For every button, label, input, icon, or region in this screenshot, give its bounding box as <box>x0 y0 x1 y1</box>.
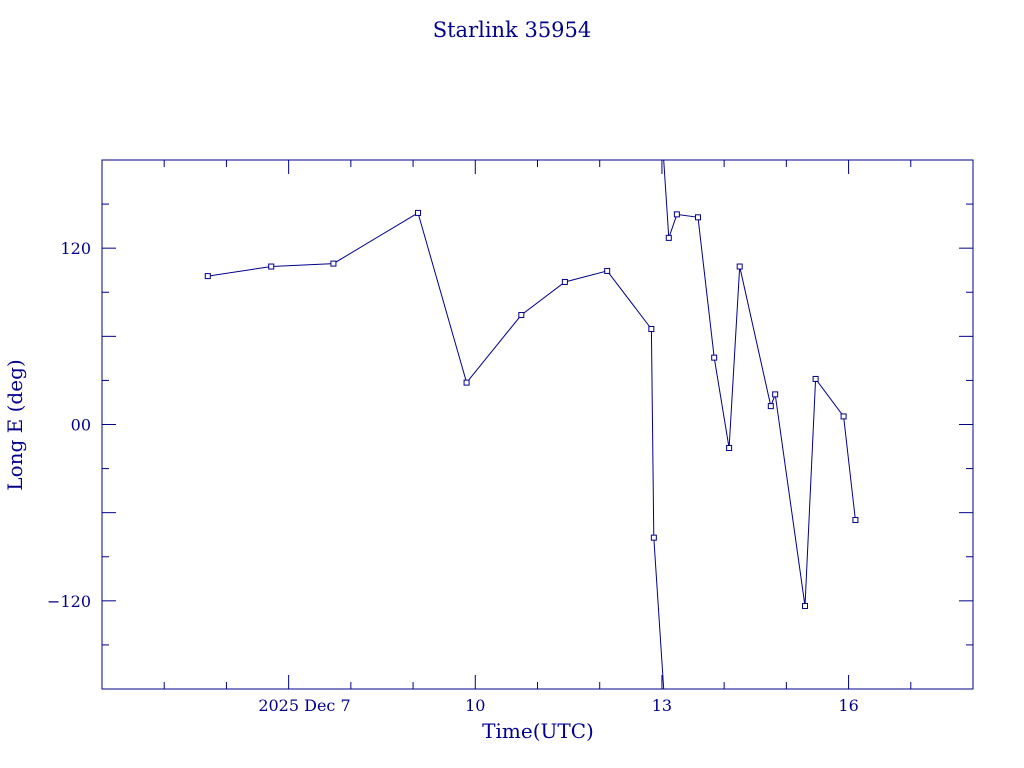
data-point <box>648 325 655 332</box>
data-point <box>268 263 275 270</box>
data-point <box>518 312 525 319</box>
x-tick-label: 13 <box>652 696 672 715</box>
data-point <box>415 209 422 216</box>
tick-labels: 120 00 −120 2025 Dec 7 10 13 16 <box>47 239 859 715</box>
data-point <box>463 379 470 386</box>
series-line <box>207 212 665 690</box>
x-tick-label: 10 <box>465 696 485 715</box>
series-group <box>204 159 859 690</box>
data-point <box>650 534 657 541</box>
data-point <box>711 354 718 361</box>
x-tick-label: 16 <box>838 696 858 715</box>
data-point <box>767 403 774 410</box>
y-tick-label: 00 <box>71 416 91 435</box>
data-point <box>665 234 672 241</box>
series-line <box>663 159 856 607</box>
y-tick-label: 120 <box>60 239 91 258</box>
data-point <box>604 267 611 274</box>
y-axis-label: Long E (deg) <box>3 359 27 490</box>
axis-ticks <box>102 160 973 689</box>
data-point <box>852 517 859 524</box>
data-point <box>772 391 779 398</box>
chart-title: Starlink 35954 <box>433 18 592 42</box>
data-point <box>330 260 337 267</box>
plot-frame <box>101 159 974 690</box>
y-tick-label: −120 <box>47 592 91 611</box>
data-point <box>812 375 819 382</box>
data-point <box>726 445 733 452</box>
data-point <box>673 211 680 218</box>
data-point <box>802 602 809 609</box>
data-point <box>736 263 743 270</box>
data-point <box>204 273 211 280</box>
data-point <box>695 214 702 221</box>
data-point <box>840 413 847 420</box>
x-tick-label: 2025 Dec 7 <box>258 696 350 715</box>
data-point <box>561 278 568 285</box>
x-axis-label: Time(UTC) <box>482 719 594 743</box>
